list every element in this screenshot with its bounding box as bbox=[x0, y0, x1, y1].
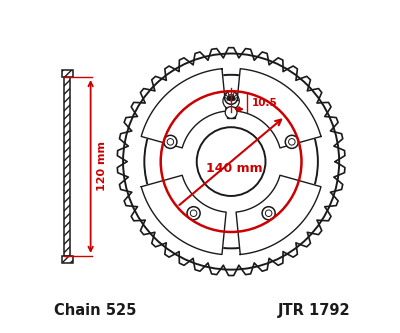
Circle shape bbox=[224, 91, 238, 104]
Text: 140 mm: 140 mm bbox=[206, 162, 263, 174]
Circle shape bbox=[164, 135, 177, 149]
Circle shape bbox=[225, 107, 237, 118]
Bar bbox=[64, 77, 70, 256]
Circle shape bbox=[285, 135, 298, 149]
Text: 120 mm: 120 mm bbox=[97, 142, 107, 191]
Text: Chain 525: Chain 525 bbox=[54, 303, 137, 318]
Bar bbox=[62, 256, 73, 263]
Polygon shape bbox=[236, 69, 321, 148]
Text: JTR 1792: JTR 1792 bbox=[278, 303, 351, 318]
Circle shape bbox=[223, 93, 239, 109]
Polygon shape bbox=[117, 48, 345, 275]
Bar bbox=[227, 107, 235, 118]
Circle shape bbox=[197, 127, 266, 196]
Bar bbox=[62, 70, 73, 77]
Polygon shape bbox=[141, 69, 226, 148]
Polygon shape bbox=[141, 175, 226, 254]
Polygon shape bbox=[236, 175, 321, 254]
Bar bbox=[62, 70, 73, 77]
Wedge shape bbox=[227, 96, 235, 100]
Bar bbox=[64, 77, 70, 256]
Text: 10.5: 10.5 bbox=[252, 98, 278, 108]
Circle shape bbox=[187, 207, 200, 220]
Circle shape bbox=[262, 207, 275, 220]
Bar bbox=[62, 256, 73, 263]
